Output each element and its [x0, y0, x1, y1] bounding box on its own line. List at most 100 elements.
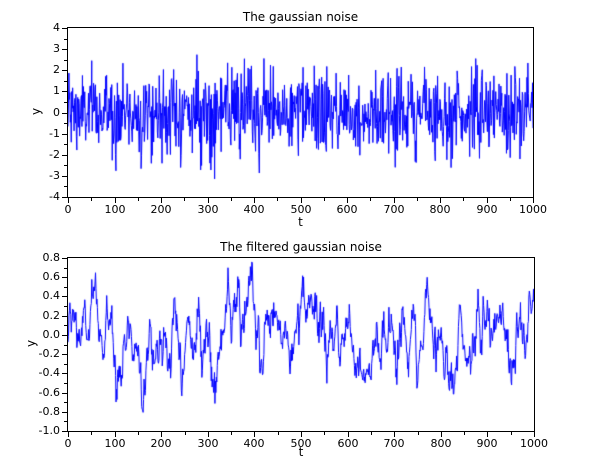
y-tick	[62, 431, 67, 432]
y-tick	[62, 176, 67, 177]
x-minor-tick	[278, 432, 279, 435]
x-tick	[487, 198, 488, 203]
x-tick	[208, 432, 209, 437]
x-tick-label: 100	[104, 203, 126, 216]
x-tick	[534, 432, 535, 437]
x-tick	[115, 432, 116, 437]
y-tick-label: -0.2	[38, 347, 60, 360]
y-tick-label: 2	[53, 63, 60, 76]
x-tick	[208, 198, 209, 203]
x-tick	[301, 198, 302, 203]
y-tick	[62, 155, 67, 156]
x-tick-label: 900	[476, 203, 498, 216]
y-minor-tick	[64, 123, 67, 124]
x-tick-label: 700	[383, 437, 405, 450]
x-minor-tick	[511, 432, 512, 435]
y-minor-tick	[64, 102, 67, 103]
x-minor-tick	[324, 198, 325, 201]
y-minor-tick	[64, 421, 67, 422]
x-minor-tick	[417, 198, 418, 201]
y-minor-tick	[64, 383, 67, 384]
y-tick-label: 0.6	[42, 270, 61, 283]
x-tick-label: 1000	[519, 203, 547, 216]
y-minor-tick	[64, 325, 67, 326]
x-minor-tick	[138, 198, 139, 201]
x-tick-label: 300	[197, 203, 219, 216]
y-minor-tick	[64, 60, 67, 61]
y-minor-tick	[64, 186, 67, 187]
y-tick-label: -0.4	[38, 366, 60, 379]
x-minor-tick	[231, 198, 232, 201]
x-tick	[301, 432, 302, 437]
y-minor-tick	[64, 402, 67, 403]
x-minor-tick	[371, 432, 372, 435]
chart1-x-axis-label: t	[298, 215, 303, 229]
chart2-title: The filtered gaussian noise	[220, 240, 382, 254]
x-minor-tick	[91, 432, 92, 435]
y-tick-label: -1.0	[38, 424, 60, 437]
y-tick	[62, 412, 67, 413]
x-minor-tick	[184, 198, 185, 201]
chart2-line-plot	[68, 258, 534, 431]
y-tick-label: 3	[53, 42, 60, 55]
x-tick	[394, 198, 395, 203]
x-minor-tick	[231, 432, 232, 435]
chart1-line-plot	[68, 28, 533, 197]
x-tick	[254, 198, 255, 203]
x-tick-label: 800	[429, 203, 451, 216]
y-tick-label: -0.6	[38, 386, 60, 399]
x-tick	[440, 198, 441, 203]
chart2-y-axis-label: y	[24, 339, 39, 348]
x-tick	[441, 432, 442, 437]
x-minor-tick	[138, 432, 139, 435]
x-minor-tick	[370, 198, 371, 201]
x-tick-label: 400	[243, 437, 265, 450]
y-minor-tick	[64, 364, 67, 365]
x-tick	[348, 432, 349, 437]
chart2-x-axis-label: t	[298, 445, 304, 459]
x-tick-label: 700	[383, 203, 405, 216]
y-tick	[62, 134, 67, 135]
y-tick	[62, 91, 67, 92]
x-tick-label: 600	[336, 203, 358, 216]
y-minor-tick	[64, 39, 67, 40]
y-tick	[62, 296, 67, 297]
y-tick	[62, 316, 67, 317]
x-minor-tick	[185, 432, 186, 435]
y-minor-tick	[64, 268, 67, 269]
y-tick	[62, 258, 67, 259]
y-tick	[62, 354, 67, 355]
y-tick	[62, 197, 67, 198]
y-minor-tick	[64, 287, 67, 288]
x-minor-tick	[277, 198, 278, 201]
x-tick	[115, 198, 116, 203]
y-tick	[62, 113, 67, 114]
chart1-title: The gaussian noise	[242, 10, 359, 24]
x-minor-tick	[463, 198, 464, 201]
y-tick-label: 0.8	[42, 251, 61, 264]
x-tick-label: 500	[290, 203, 312, 216]
x-minor-tick	[418, 432, 419, 435]
x-minor-tick	[324, 432, 325, 435]
x-tick	[68, 432, 69, 437]
x-tick-label: 300	[197, 437, 219, 450]
y-minor-tick	[64, 345, 67, 346]
x-tick-label: 600	[337, 437, 359, 450]
chart1-plot-frame	[67, 27, 534, 198]
x-tick-label: 0	[64, 437, 72, 450]
x-tick-label: 200	[150, 437, 172, 450]
y-tick	[62, 49, 67, 50]
x-tick-label: 0	[64, 203, 72, 216]
y-tick-label: 0.0	[42, 328, 61, 341]
x-tick-label: 500	[290, 437, 312, 450]
x-tick-label: 400	[243, 203, 265, 216]
y-tick-label: 0	[53, 106, 60, 119]
y-tick	[62, 70, 67, 71]
y-tick-label: -3	[49, 169, 60, 182]
y-minor-tick	[64, 165, 67, 166]
x-tick-label: 200	[150, 203, 172, 216]
x-tick-label: 1000	[520, 437, 548, 450]
x-tick	[533, 198, 534, 203]
y-minor-tick	[64, 306, 67, 307]
